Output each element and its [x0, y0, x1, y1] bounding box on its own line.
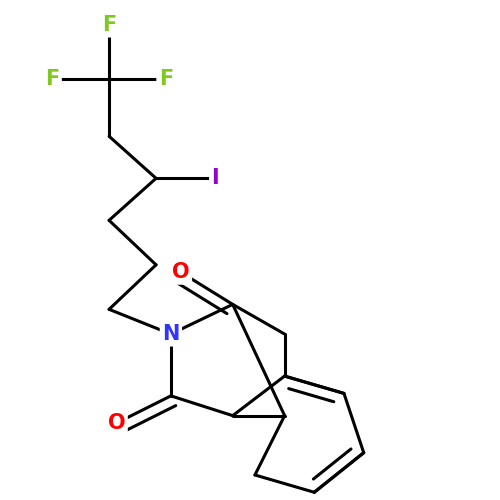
Text: F: F [159, 70, 173, 89]
Text: N: N [162, 324, 180, 344]
Text: F: F [102, 15, 116, 35]
Text: O: O [172, 262, 190, 282]
Text: O: O [108, 413, 126, 433]
Text: I: I [212, 168, 219, 188]
Text: F: F [45, 70, 60, 89]
